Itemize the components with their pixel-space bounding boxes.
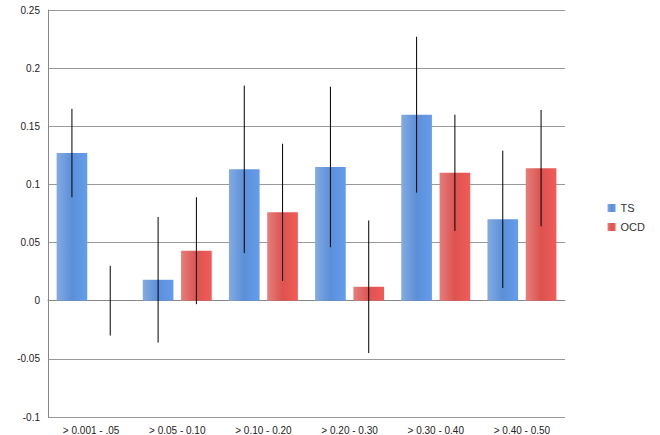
svg-text:0.1: 0.1: [26, 179, 40, 190]
svg-text:OCD: OCD: [621, 221, 646, 233]
svg-text:0: 0: [34, 295, 40, 306]
svg-text:> 0.10 - 0.20: > 0.10 - 0.20: [235, 425, 292, 435]
svg-text:TS: TS: [621, 202, 635, 214]
svg-text:-0.05: -0.05: [17, 353, 40, 364]
svg-text:> 0.30 - 0.40: > 0.30 - 0.40: [408, 425, 465, 435]
svg-text:> 0.05 - 0.10: > 0.05 - 0.10: [149, 425, 206, 435]
svg-text:0.05: 0.05: [21, 237, 41, 248]
svg-text:-0.1: -0.1: [23, 412, 41, 423]
svg-text:> 0.001 - .05: > 0.001 - .05: [63, 425, 120, 435]
svg-text:0.25: 0.25: [21, 5, 41, 16]
svg-text:> 0.40 - 0.50: > 0.40 - 0.50: [494, 425, 551, 435]
svg-text:0.2: 0.2: [26, 63, 40, 74]
svg-text:0.15: 0.15: [21, 121, 41, 132]
svg-text:> 0.20 - 0.30: > 0.20 - 0.30: [321, 425, 378, 435]
